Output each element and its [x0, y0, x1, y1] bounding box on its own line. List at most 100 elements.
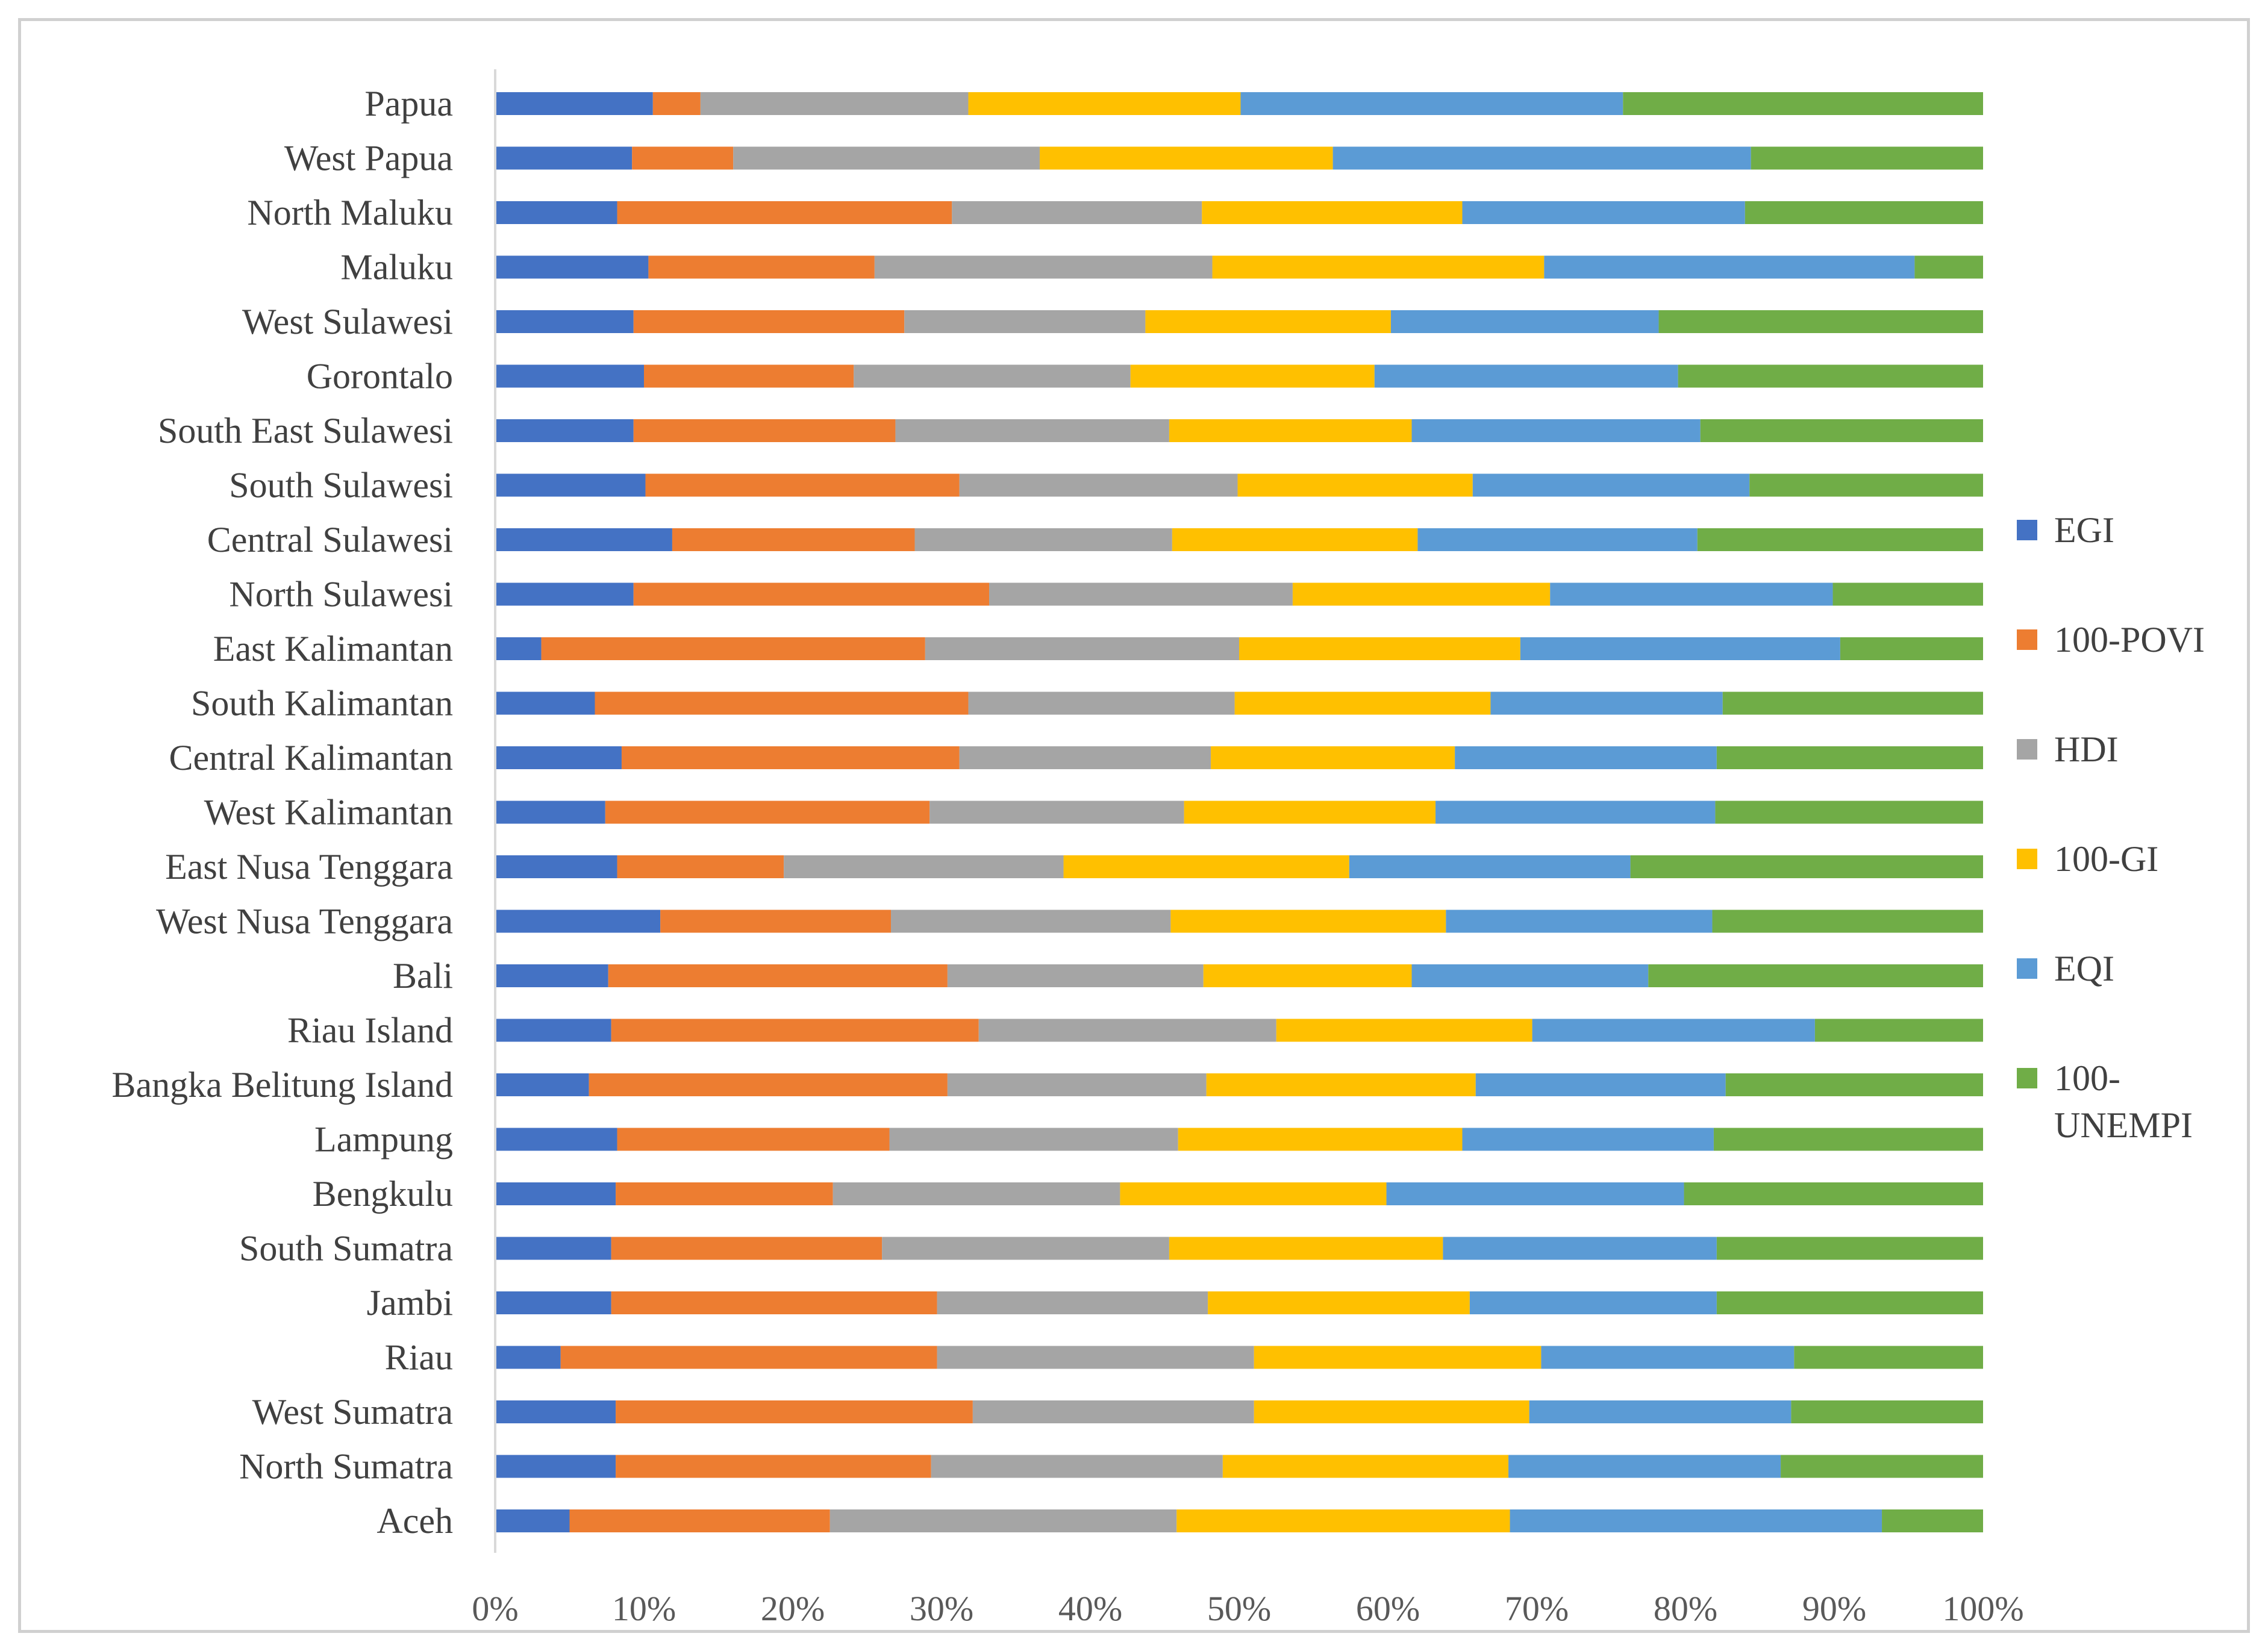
bar-segment-0-12: [495, 746, 622, 769]
bar-segment-1-17: [611, 1019, 979, 1042]
category-label-2: North Maluku: [247, 193, 453, 233]
bar-segment-0-26: [495, 1509, 570, 1532]
bar-segment-1-14: [617, 855, 784, 878]
bar-segment-1-2: [617, 201, 952, 224]
bar-segment-2-10: [925, 637, 1239, 660]
bar-segment-0-5: [495, 364, 644, 388]
x-tick-label-7: 70%: [1505, 1589, 1569, 1628]
bar-segment-2-2: [952, 201, 1202, 224]
bar-segment-0-10: [495, 637, 542, 660]
bar-segment-2-9: [989, 582, 1293, 606]
bar-segment-4-4: [1390, 310, 1659, 333]
legend-swatch-2: [2017, 739, 2037, 760]
bar-segment-4-3: [1544, 255, 1915, 279]
bar-segment-4-18: [1475, 1073, 1726, 1096]
bar-segment-1-6: [633, 419, 896, 442]
bar-segment-2-7: [959, 473, 1238, 497]
category-label-6: South East Sulawesi: [158, 411, 453, 451]
legend: EGI 100-POVI HDI 100-GI EQI 100- UNEMPI: [2017, 510, 2205, 1145]
bar-segment-2-13: [929, 801, 1184, 824]
bar-segment-5-10: [1840, 637, 1983, 660]
legend-swatch-1: [2017, 629, 2037, 650]
bar-segment-3-24: [1254, 1400, 1529, 1423]
legend-label-4: EQI: [2054, 949, 2114, 988]
bar-segment-5-24: [1791, 1400, 1983, 1423]
bar-segment-3-9: [1292, 582, 1551, 606]
bar-segment-5-16: [1648, 964, 1983, 987]
x-tick-label-8: 80%: [1654, 1589, 1717, 1628]
bar-segment-0-9: [495, 582, 634, 606]
bar-segment-3-13: [1184, 801, 1436, 824]
bar-segment-2-25: [931, 1455, 1223, 1478]
category-label-18: Bangka Belitung Island: [111, 1065, 453, 1105]
bar-segment-2-14: [784, 855, 1064, 878]
bar-segment-1-11: [595, 691, 969, 715]
bar-segment-5-4: [1658, 310, 1983, 333]
bar-segment-3-17: [1276, 1019, 1532, 1042]
legend-swatch-5: [2017, 1068, 2037, 1088]
bar-segment-3-6: [1169, 419, 1412, 442]
legend-swatch-4: [2017, 958, 2037, 979]
legend-label-0: EGI: [2054, 510, 2114, 550]
x-tick-labels: 0% 10% 20% 30% 40% 50% 60% 70% 80% 90% 100%: [472, 1589, 2023, 1628]
bar-segment-4-12: [1455, 746, 1717, 769]
bar-segment-1-12: [621, 746, 960, 769]
bar-segment-4-7: [1472, 473, 1750, 497]
bar-segment-1-15: [660, 910, 892, 933]
bar-segment-0-11: [495, 691, 595, 715]
bar-segment-2-15: [891, 910, 1171, 933]
bar-segment-5-20: [1684, 1182, 1983, 1205]
bar-segment-4-11: [1490, 691, 1723, 715]
bar-segment-2-26: [829, 1509, 1177, 1532]
category-label-20: Bengkulu: [313, 1174, 453, 1214]
bars-layer: [495, 92, 1983, 1532]
bar-segment-5-17: [1814, 1019, 1983, 1042]
bar-segment-3-1: [1040, 146, 1333, 170]
bar-segment-3-7: [1237, 473, 1473, 497]
category-label-26: Aceh: [376, 1501, 453, 1541]
category-label-16: Bali: [393, 956, 453, 996]
bar-segment-3-8: [1172, 528, 1418, 551]
bar-segment-5-2: [1745, 201, 1983, 224]
bar-segment-5-21: [1716, 1237, 1983, 1260]
bar-segment-5-22: [1716, 1291, 1983, 1314]
bar-segment-1-13: [605, 801, 930, 824]
bar-segment-1-21: [611, 1237, 883, 1260]
category-label-10: East Kalimantan: [213, 629, 453, 669]
bar-segment-0-14: [495, 855, 617, 878]
bar-segment-5-6: [1700, 419, 1983, 442]
bar-segment-0-6: [495, 419, 634, 442]
bar-segment-2-17: [978, 1019, 1276, 1042]
bar-segment-2-5: [854, 364, 1131, 388]
category-label-12: Central Kalimantan: [169, 738, 453, 778]
bar-segment-3-19: [1178, 1128, 1463, 1151]
bar-segment-3-12: [1211, 746, 1455, 769]
bar-segment-1-20: [616, 1182, 833, 1205]
bar-segment-4-13: [1435, 801, 1716, 824]
bar-segment-2-24: [972, 1400, 1254, 1423]
bar-segment-3-11: [1234, 691, 1491, 715]
category-label-22: Jambi: [367, 1283, 453, 1323]
bar-segment-3-0: [968, 92, 1241, 115]
bar-segment-5-12: [1716, 746, 1983, 769]
bar-segment-5-15: [1712, 910, 1983, 933]
bar-segment-4-10: [1520, 637, 1840, 660]
bar-segment-4-1: [1332, 146, 1751, 170]
legend-label-5-line2: UNEMPI: [2054, 1105, 2193, 1145]
bar-segment-4-17: [1532, 1019, 1815, 1042]
bar-segment-2-12: [959, 746, 1211, 769]
bar-segment-3-14: [1063, 855, 1349, 878]
bar-segment-5-18: [1725, 1073, 1983, 1096]
bar-segment-0-16: [495, 964, 608, 987]
bar-segment-4-14: [1349, 855, 1631, 878]
bar-segment-0-22: [495, 1291, 611, 1314]
bar-segment-4-19: [1462, 1128, 1714, 1151]
bar-segment-1-25: [616, 1455, 931, 1478]
legend-label-1: 100-POVI: [2054, 620, 2205, 660]
x-tick-label-1: 10%: [612, 1589, 676, 1628]
bar-segment-5-19: [1713, 1128, 1983, 1151]
bar-segment-1-9: [633, 582, 990, 606]
bar-segment-0-15: [495, 910, 661, 933]
legend-label-3: 100-GI: [2054, 839, 2158, 879]
